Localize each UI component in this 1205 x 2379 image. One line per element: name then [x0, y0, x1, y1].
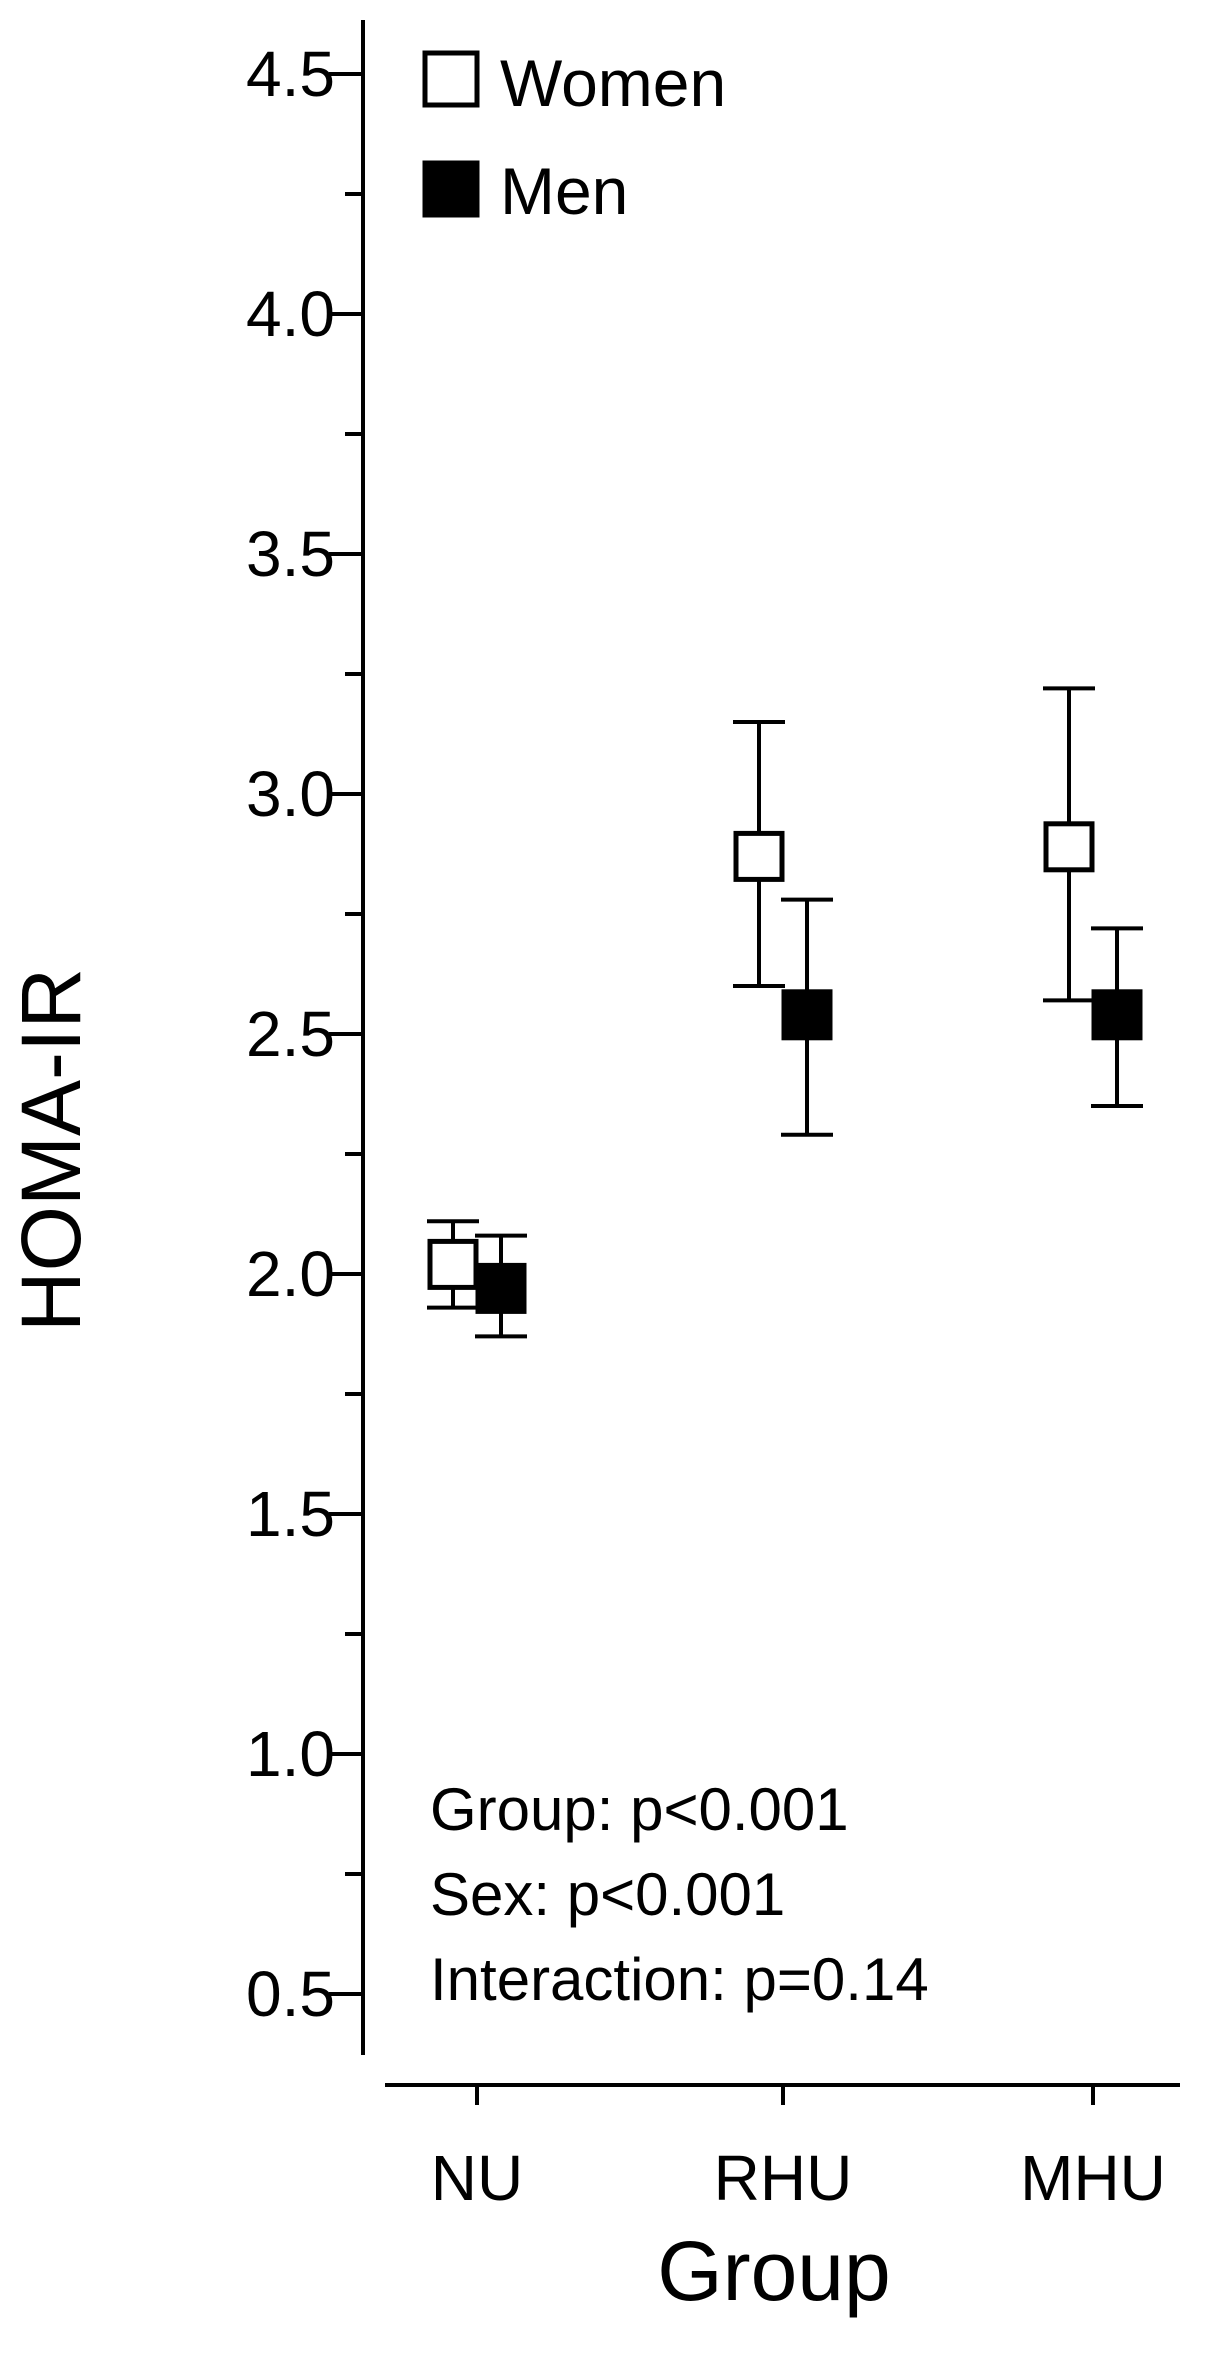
women-marker-rhu [733, 830, 785, 882]
men-marker-mhu [1091, 989, 1143, 1041]
y-tick-label: 3.5 [246, 518, 335, 590]
y-tick-label: 0.5 [246, 1958, 335, 2030]
y-tick-label: 4.0 [246, 278, 335, 350]
y-tick-label: 2.5 [246, 998, 335, 1070]
y-tick-label: 1.0 [246, 1718, 335, 1790]
stats-annotation: Group: p<0.001 Sex: p<0.001 Interaction:… [430, 1776, 929, 2013]
data-marks [427, 686, 1143, 1339]
legend-men-marker [422, 160, 480, 218]
stats-group: Group: p<0.001 [430, 1776, 849, 1843]
stats-sex: Sex: p<0.001 [430, 1861, 785, 1928]
legend-women-label: Women [500, 46, 726, 120]
x-axis-title: Group [657, 2224, 890, 2318]
stats-interaction: Interaction: p=0.14 [430, 1946, 929, 2013]
women-marker-mhu [1043, 821, 1095, 873]
women-marker-nu [427, 1238, 479, 1290]
legend-men-label: Men [500, 154, 628, 228]
y-tick-label: 2.0 [246, 1238, 335, 1310]
men-marker-nu [475, 1262, 527, 1314]
x-tick-label: MHU [1020, 2142, 1166, 2214]
legend: Women Men [422, 46, 726, 228]
y-ticks: 0.5 1.0 1.5 2.0 2.5 3.0 3.5 4.0 4.5 [246, 38, 363, 2030]
x-tick-label: RHU [714, 2142, 853, 2214]
y-tick-label: 1.5 [246, 1478, 335, 1550]
men-marker-rhu [781, 989, 833, 1041]
y-tick-label: 3.0 [246, 758, 335, 830]
x-ticks: NU RHU MHU [431, 2085, 1166, 2214]
y-axis-title: HOMA-IR [4, 968, 98, 1332]
x-tick-label: NU [431, 2142, 523, 2214]
y-tick-label: 4.5 [246, 38, 335, 110]
legend-women-marker [422, 50, 480, 108]
